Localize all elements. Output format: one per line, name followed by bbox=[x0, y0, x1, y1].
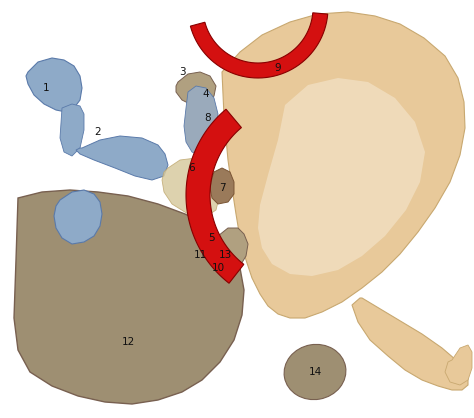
Text: 5: 5 bbox=[209, 233, 215, 243]
Polygon shape bbox=[60, 104, 84, 156]
Polygon shape bbox=[14, 190, 244, 404]
Polygon shape bbox=[212, 228, 248, 272]
Text: 14: 14 bbox=[309, 367, 322, 377]
Ellipse shape bbox=[284, 344, 346, 400]
Polygon shape bbox=[191, 13, 328, 78]
Polygon shape bbox=[54, 190, 102, 244]
Text: 7: 7 bbox=[219, 183, 225, 193]
Text: 9: 9 bbox=[275, 63, 281, 73]
Polygon shape bbox=[210, 168, 234, 204]
Text: 2: 2 bbox=[95, 127, 101, 137]
Polygon shape bbox=[76, 136, 168, 180]
Text: 10: 10 bbox=[211, 263, 225, 273]
Text: 12: 12 bbox=[121, 337, 135, 347]
Polygon shape bbox=[26, 58, 82, 112]
Text: 8: 8 bbox=[205, 113, 211, 123]
Polygon shape bbox=[352, 298, 468, 390]
Polygon shape bbox=[162, 158, 220, 218]
Polygon shape bbox=[184, 86, 218, 156]
Polygon shape bbox=[445, 345, 472, 385]
Text: 4: 4 bbox=[203, 89, 210, 99]
Polygon shape bbox=[258, 78, 425, 276]
Polygon shape bbox=[176, 72, 216, 106]
Text: 3: 3 bbox=[179, 67, 185, 77]
Text: 6: 6 bbox=[189, 163, 195, 173]
Text: 11: 11 bbox=[193, 250, 207, 260]
Polygon shape bbox=[222, 12, 465, 318]
Text: 1: 1 bbox=[43, 83, 49, 93]
Polygon shape bbox=[186, 109, 244, 283]
Text: 13: 13 bbox=[219, 250, 232, 260]
